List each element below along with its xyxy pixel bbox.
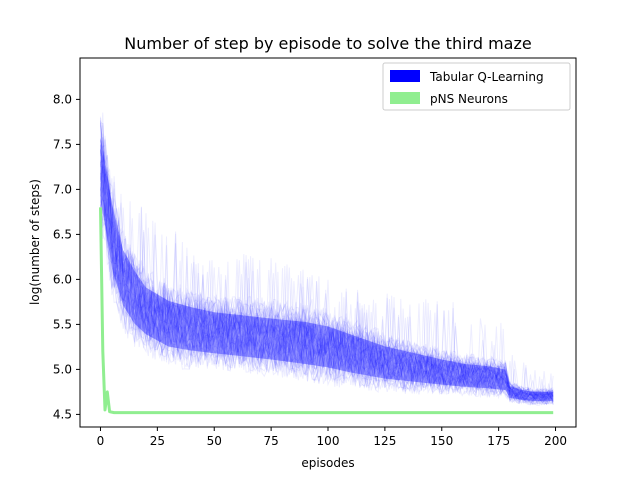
q-learning-run-line — [100, 201, 554, 406]
q-learning-run-line — [100, 118, 554, 398]
legend-label-pns-neurons: pNS Neurons — [430, 92, 508, 106]
q-learning-run-line — [100, 176, 554, 405]
y-tick-label: 5.5 — [53, 317, 72, 331]
q-learning-run-line — [100, 197, 554, 403]
y-tick-label: 7.5 — [53, 137, 72, 151]
x-tick-label: 25 — [150, 434, 165, 448]
q-learning-run-line — [100, 206, 554, 405]
q-learning-run-line — [100, 137, 554, 400]
q-learning-run-line — [100, 123, 554, 397]
q-learning-run-line — [100, 158, 554, 400]
q-learning-run-line — [100, 164, 554, 402]
q-learning-run-line — [100, 149, 554, 398]
q-learning-run-line — [100, 125, 554, 396]
q-learning-run-line — [100, 175, 554, 403]
q-learning-run-line — [100, 202, 554, 404]
q-learning-run-line — [100, 148, 554, 403]
q-learning-run-line — [100, 121, 554, 397]
x-tick-label: 50 — [207, 434, 222, 448]
q-learning-run-line — [100, 193, 554, 406]
q-learning-run-line — [100, 195, 554, 403]
x-tick-label: 175 — [487, 434, 510, 448]
chart-title: Number of step by episode to solve the t… — [124, 34, 531, 53]
q-learning-run-line — [100, 137, 554, 399]
q-learning-run-line — [100, 187, 554, 404]
q-learning-run-line — [100, 144, 554, 399]
legend-box — [382, 62, 571, 111]
q-learning-run-line — [100, 164, 554, 399]
axis-ticks: 0 25 50 75 100 125 150 175 200 4.5 5.0 5.5 6.0 6.5 7.0… — [53, 92, 567, 448]
q-learning-run-line — [100, 172, 554, 406]
x-tick-label: 75 — [263, 434, 278, 448]
q-learning-run-line — [100, 120, 554, 397]
q-learning-run-line — [100, 149, 554, 398]
q-learning-run-line — [100, 112, 554, 401]
y-tick-label: 6.5 — [53, 227, 72, 241]
q-learning-run-line — [100, 173, 554, 403]
q-learning-run-line — [100, 150, 554, 398]
pns-neurons-line — [99, 207, 554, 415]
y-axis-label: log(number of steps) — [28, 179, 42, 305]
q-learning-run-line — [100, 154, 554, 399]
y-tick-label: 6.0 — [53, 272, 72, 286]
q-learning-run-line — [100, 165, 554, 399]
q-learning-run-line — [100, 122, 554, 397]
q-learning-run-line — [100, 133, 554, 397]
x-tick-label: 100 — [317, 434, 340, 448]
q-learning-run-line — [100, 161, 554, 399]
x-tick-label: 0 — [97, 434, 105, 448]
q-learning-run-line — [100, 188, 554, 406]
q-learning-run-line — [100, 155, 554, 400]
q-learning-run-line — [100, 160, 554, 401]
x-tick-label: 125 — [373, 434, 396, 448]
legend-swatch-pns-neurons — [390, 92, 420, 104]
q-learning-run-line — [100, 125, 554, 398]
q-learning-core-band — [100, 137, 554, 402]
q-learning-run-line — [100, 166, 554, 403]
q-learning-run-line — [100, 121, 554, 398]
q-learning-run-line — [100, 116, 554, 397]
q-learning-run-line — [100, 150, 554, 400]
x-tick-label: 150 — [430, 434, 453, 448]
q-learning-run-line — [100, 179, 554, 405]
q-learning-run-line — [100, 195, 554, 406]
q-learning-run-line — [100, 186, 554, 406]
q-learning-run-line — [100, 166, 554, 403]
y-tick-label: 7.0 — [53, 182, 72, 196]
q-learning-run-line — [100, 139, 554, 396]
q-learning-run-line — [100, 187, 554, 403]
x-axis-label: episodes — [301, 456, 354, 470]
q-learning-run-line — [100, 160, 554, 400]
q-learning-run-line — [100, 159, 554, 403]
q-learning-run-line — [100, 161, 554, 400]
y-tick-label: 4.5 — [53, 407, 72, 421]
q-learning-run-line — [100, 172, 554, 403]
plot-area — [99, 112, 554, 415]
q-learning-run-line — [100, 179, 554, 401]
legend: Tabular Q-Learning pNS Neurons — [382, 62, 571, 111]
q-learning-run-line — [100, 139, 554, 400]
y-tick-label: 8.0 — [53, 92, 72, 106]
q-learning-run-line — [100, 140, 554, 400]
q-learning-run-line — [100, 189, 554, 406]
legend-label-tabular-q-learning: Tabular Q-Learning — [429, 70, 544, 84]
x-tick-label: 200 — [544, 434, 567, 448]
y-tick-label: 5.0 — [53, 362, 72, 376]
q-learning-run-line — [100, 207, 554, 406]
q-learning-run-line — [100, 167, 554, 401]
legend-swatch-tabular-q-learning — [390, 70, 420, 82]
q-learning-run-line — [100, 144, 554, 396]
q-learning-run-line — [100, 167, 554, 401]
q-learning-run-line — [100, 122, 554, 396]
q-learning-run-line — [100, 170, 554, 404]
